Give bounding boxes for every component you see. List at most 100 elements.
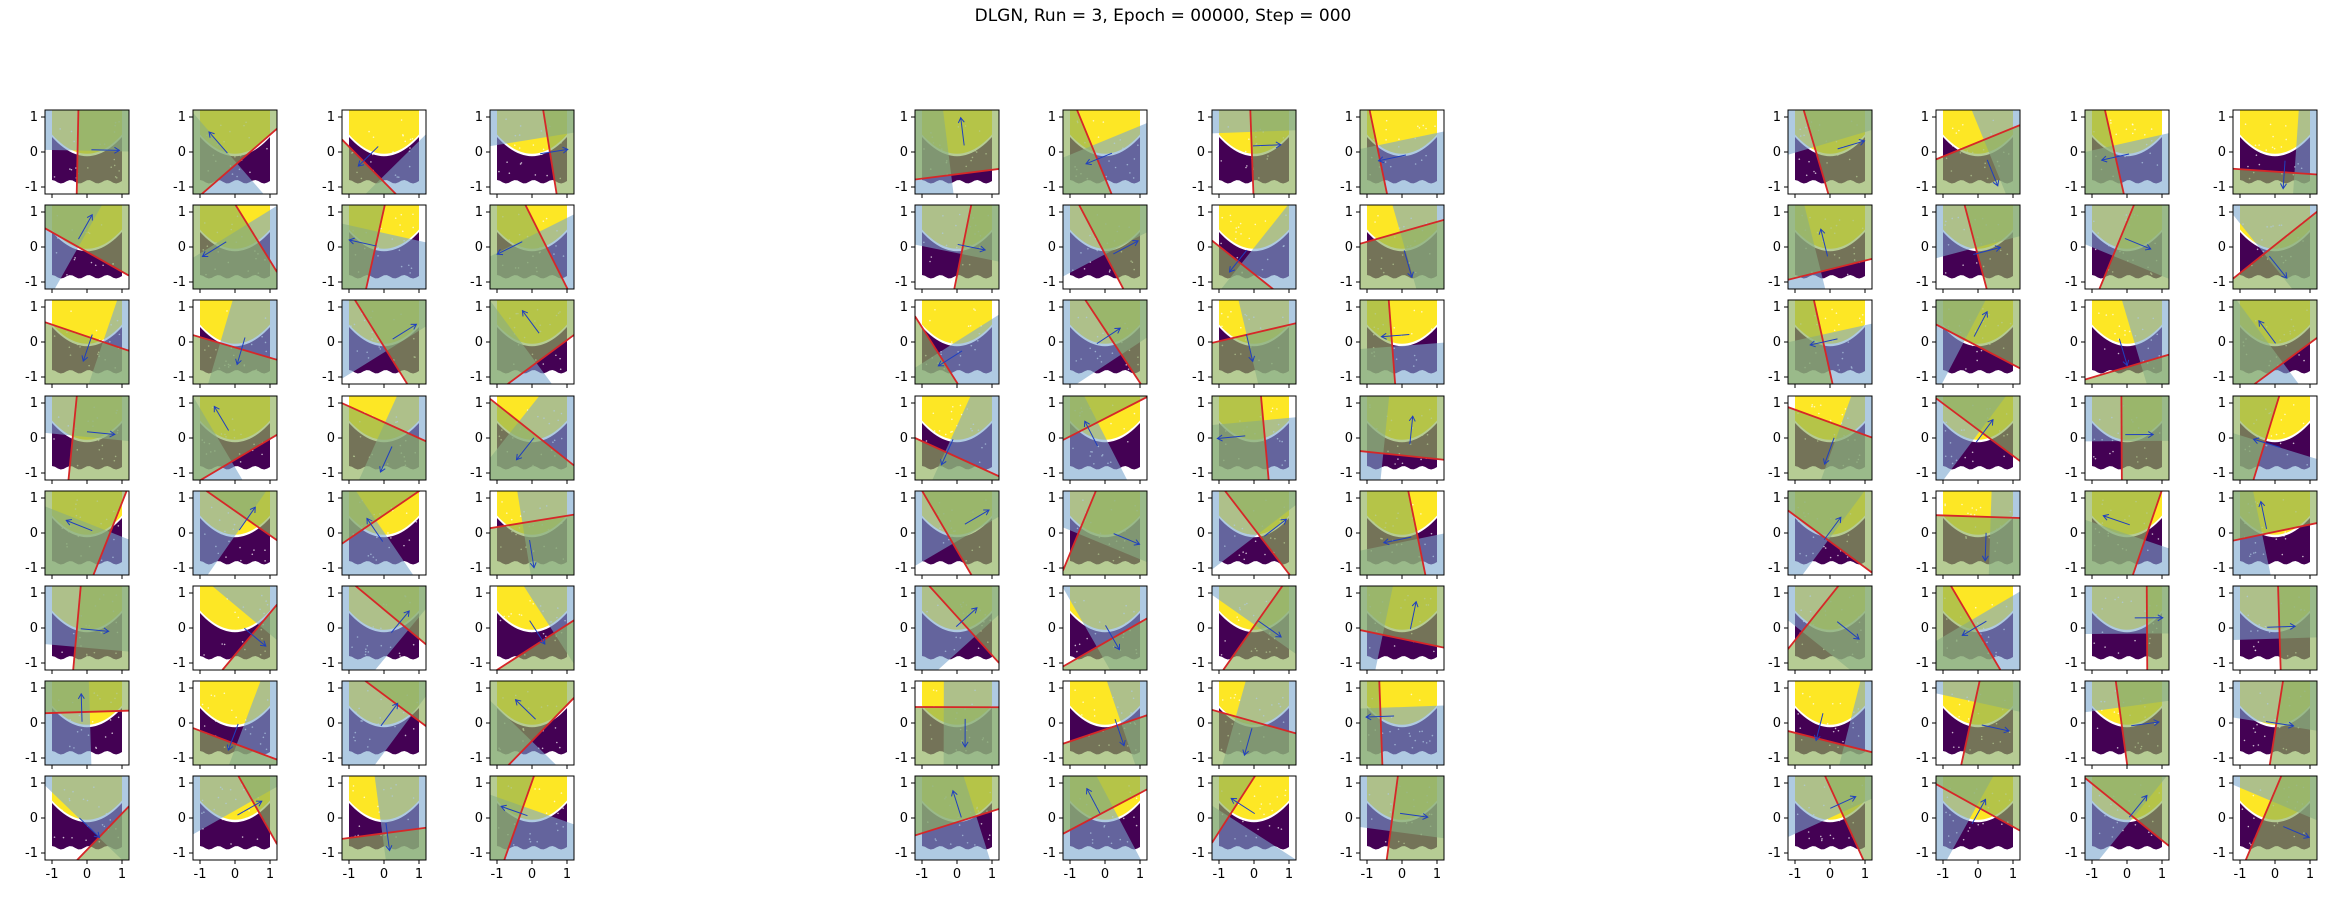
halfplane-green	[1063, 715, 1147, 765]
arrow-head	[496, 249, 504, 256]
normal-arrow	[238, 506, 256, 531]
y-tick-label: -1	[1768, 656, 1781, 671]
arrow-head	[1961, 630, 1969, 636]
data-point	[226, 310, 228, 312]
data-point	[1858, 317, 1861, 320]
panel-plot-area	[342, 300, 426, 384]
panel-21: 1 0 -1	[25, 585, 130, 674]
decision-boundary	[1360, 450, 1444, 461]
data-point	[1971, 451, 1974, 454]
normal-arrow	[1245, 334, 1254, 362]
data-point	[249, 171, 251, 174]
halfplane-green	[543, 110, 574, 194]
data-point	[1393, 326, 1396, 329]
y-tick-label: -1	[895, 275, 908, 290]
data-point	[2092, 456, 2095, 458]
y-tick-label: -1	[1768, 370, 1781, 385]
x-tick-label: -1	[194, 867, 207, 882]
halfplane-green	[1225, 491, 1296, 575]
y-tick-label: 1	[1921, 491, 1929, 506]
arrow-head	[379, 466, 386, 473]
decision-boundary	[72, 586, 82, 670]
normal-arrow	[2101, 153, 2130, 161]
halfplane-green	[45, 681, 129, 714]
panel-plot-area	[1936, 776, 2020, 860]
y-tick-label: -1	[2213, 846, 2226, 861]
normal-arrow	[1824, 437, 1835, 465]
panel-plot-area	[1212, 776, 1296, 860]
decision-boundary	[1936, 124, 2020, 161]
data-point	[553, 800, 556, 803]
y-tick-label: 0	[1921, 145, 1929, 160]
decision-boundary	[234, 205, 277, 273]
data-point	[2151, 533, 2154, 535]
data-point	[1240, 233, 1242, 235]
y-tick-label: 0	[327, 431, 335, 446]
data-point	[2117, 352, 2120, 355]
data-point	[248, 809, 250, 812]
panel-plot-area	[1360, 491, 1444, 575]
normal-arrow	[955, 607, 978, 628]
normal-arrow	[529, 539, 535, 568]
y-tick-label: 0	[327, 716, 335, 731]
panel-plot-area	[1063, 491, 1147, 575]
y-tick-label: 0	[900, 335, 908, 350]
panel-42: 1 0 -1	[1043, 299, 1148, 388]
data-point	[1236, 616, 1238, 618]
data-point	[85, 839, 87, 841]
data-point	[2281, 553, 2284, 556]
y-tick-label: 0	[30, 526, 38, 541]
data-point	[1280, 828, 1283, 830]
data-point	[234, 611, 236, 614]
data-point	[1135, 824, 1138, 827]
y-tick-label: 1	[178, 681, 186, 696]
halfplane-green	[193, 335, 277, 384]
data-point	[415, 520, 418, 523]
data-point	[2113, 711, 2116, 713]
y-tick-label: -1	[2065, 275, 2078, 290]
y-tick-label: 1	[1773, 776, 1781, 791]
data-point	[399, 655, 401, 657]
data-point	[2252, 727, 2255, 730]
class-1-points	[349, 110, 419, 154]
data-point	[2283, 432, 2285, 435]
class-1-points	[2240, 110, 2310, 154]
data-point	[261, 453, 263, 456]
y-tick-label: -1	[25, 751, 38, 766]
y-tick-label: 1	[30, 776, 38, 791]
data-point	[2303, 359, 2305, 362]
y-tick-label: 1	[475, 586, 483, 601]
panel-61: 1 0 -1 -1 0 1	[895, 775, 1000, 882]
data-point	[1832, 730, 1835, 733]
panel-plot-area	[1788, 586, 1872, 670]
decision-boundary	[2277, 586, 2282, 670]
x-tick-label: 1	[266, 867, 274, 882]
data-point	[1110, 422, 1112, 425]
y-tick-label: 1	[1773, 110, 1781, 125]
data-point	[352, 785, 355, 787]
arrow-head	[1408, 415, 1416, 422]
normal-arrow	[1815, 713, 1824, 741]
decision-boundary	[921, 491, 973, 575]
data-point	[1979, 506, 1982, 509]
data-point	[1122, 817, 1125, 820]
arrow-head	[1822, 458, 1830, 466]
decision-boundary	[1378, 681, 1384, 765]
halfplane-green	[1360, 681, 1383, 765]
data-point	[70, 168, 73, 171]
data-point	[1240, 326, 1242, 329]
halfplane-green	[915, 776, 999, 836]
decision-boundary	[1063, 617, 1147, 668]
panel-plot-area	[1936, 396, 2020, 480]
y-tick-label: -1	[322, 180, 335, 195]
panel-55: 1 0 -1	[1192, 585, 1297, 674]
panel-87: 1 0 -1	[2065, 585, 2170, 674]
arrow-head	[1083, 420, 1091, 428]
data-point	[1844, 408, 1847, 410]
y-tick-label: -1	[173, 656, 186, 671]
halfplane-green	[1085, 300, 1147, 384]
data-point	[1951, 731, 1954, 734]
y-tick-label: -1	[1043, 370, 1056, 385]
data-point	[545, 635, 547, 638]
data-point	[1246, 165, 1248, 167]
